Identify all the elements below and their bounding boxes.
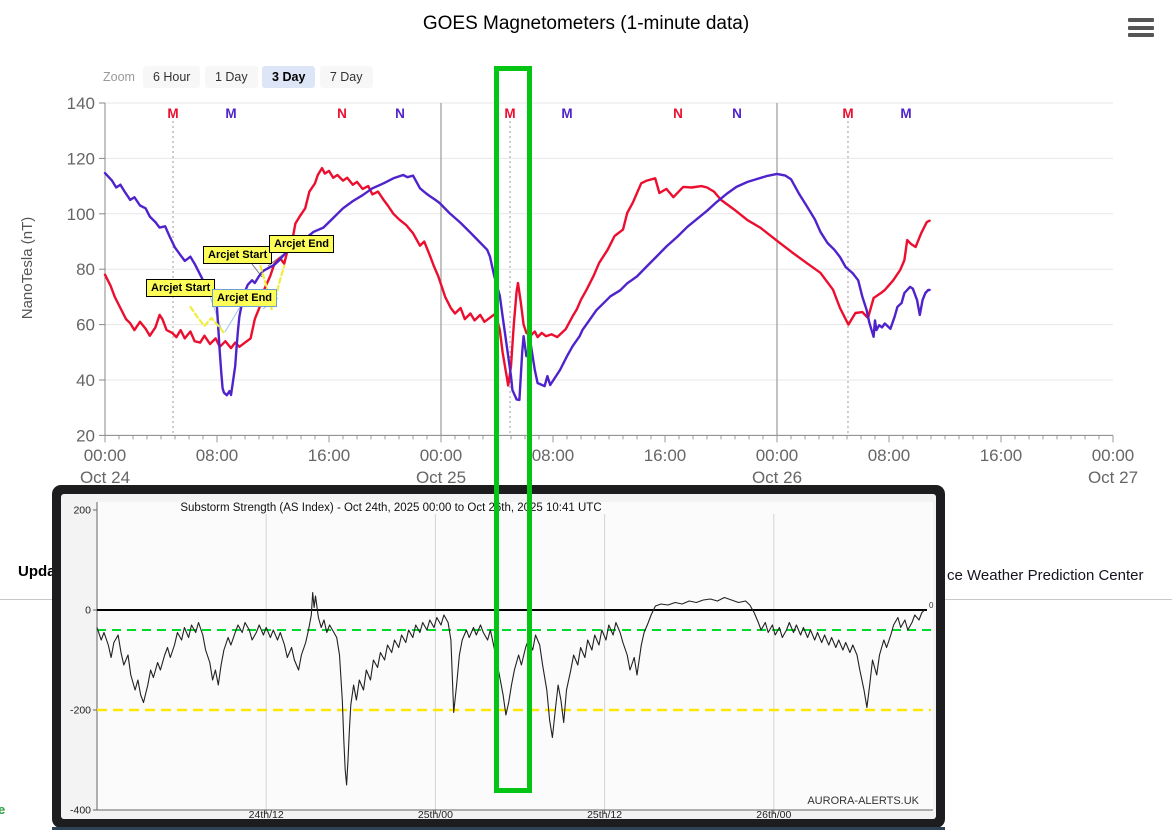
goes-xtick-time-label: 08:00 [868,446,911,465]
substorm-strength-chart: 24th/12 25th/00 25th/12 26th/00 200 0 -200 -400… [70,502,934,819]
goes-xtick-time-label: 16:00 [644,446,687,465]
goes-xtick-time-label: 08:00 [196,446,239,465]
substorm-end-value: 0 [929,601,934,610]
menu-bar [1128,33,1154,37]
zoom-button-1-day[interactable]: 1 Day [204,66,258,88]
goes-ytick-label: 120 [67,149,95,168]
substorm-xtick-label: 25th/12 [587,809,622,819]
goes-ytick-label: 140 [67,94,95,113]
substorm-plot-area [97,502,933,810]
background-text-swpc: ce Weather Prediction Center [947,567,1144,584]
substorm-title: Substorm Strength (AS Index) - Oct 24th,… [180,502,601,514]
flag-pointer-line [224,306,241,333]
substorm-xtick-label: 25th/00 [418,809,453,819]
substorm-ytick-label: 200 [73,505,91,517]
goes-event-marker-M: M [842,106,853,121]
goes-xtick-date-label: Oct 26 [752,468,802,487]
goes-xtick-time-label: 00:00 [420,446,463,465]
goes-series-red-series [103,166,931,387]
goes-xtick-date-label: Oct 27 [1088,468,1138,487]
goes-event-marker-M: M [504,106,515,121]
goes-event-marker-N: N [395,106,405,121]
zoom-toolbar: Zoom 6 Hour 1 Day 3 Day 7 Day [103,66,373,88]
menu-bar [1128,18,1154,22]
goes-ytick-label: 40 [76,371,95,390]
bottom-blue-strip [52,827,945,830]
zoom-button-3-day[interactable]: 3 Day [262,66,316,88]
substorm-watermark: AURORA-ALERTS.UK [807,795,919,807]
goes-ytick-label: 80 [76,260,95,279]
goes-event-marker-M: M [561,106,572,121]
page-title: GOES Magnetometers (1-minute data) [422,13,750,34]
flag-arcjet-end[interactable]: Arcjet End [212,289,278,307]
substorm-ytick-label: -200 [70,705,91,717]
goes-y-axis-title: NanoTesla (nT) [19,217,36,320]
substorm-xtick-label: 24th/12 [249,809,284,819]
goes-xtick-date-label: Oct 25 [416,468,466,487]
goes-series-arcjet-maneuver-segment-1 [189,305,226,334]
flag-arcjet-start[interactable]: Arcjet Start [203,246,273,264]
substorm-xtick-label: 26th/00 [756,809,791,819]
green-highlight-box [494,66,532,793]
zoom-buttons: 6 Hour 1 Day 3 Day 7 Day [142,66,373,88]
substorm-series-AS-index [96,591,926,786]
goes-ytick-label: 100 [67,205,95,224]
background-text-updated: Upda [18,563,56,580]
goes-event-marker-N: N [732,106,742,121]
goes-event-marker-M: M [225,106,236,121]
goes-ytick-label: 60 [76,316,95,335]
goes-xtick-time-label: 08:00 [532,446,575,465]
menu-bar [1128,25,1154,30]
goes-xtick-time-label: 00:00 [756,446,799,465]
goes-series-arcjet-maneuver-segment-2 [259,264,286,311]
hamburger-menu-icon[interactable] [1128,18,1154,37]
goes-xtick-time-label: 16:00 [980,446,1023,465]
goes-event-marker-N: N [337,106,347,121]
goes-event-marker-M: M [900,106,911,121]
goes-xtick-date-label: Oct 24 [80,468,130,487]
goes-xtick-time-label: 00:00 [84,446,127,465]
goes-xtick-time-label: 16:00 [308,446,351,465]
goes-event-marker-M: M [167,106,178,121]
zoom-label: Zoom [103,70,135,84]
substorm-ytick-label: 0 [85,605,91,617]
goes-ytick-label: 20 [76,426,95,445]
flag-arcjet-end[interactable]: Arcjet End [269,235,335,253]
flag-arcjet-start[interactable]: Arcjet Start [146,279,216,297]
background-text-edge: e [0,802,6,817]
zoom-button-7-day[interactable]: 7 Day [319,66,373,88]
goes-xtick-time-label: 00:00 [1092,446,1135,465]
substorm-ytick-label: -400 [70,805,91,817]
zoom-button-6-hour[interactable]: 6 Hour [142,66,201,88]
goes-event-marker-N: N [673,106,683,121]
